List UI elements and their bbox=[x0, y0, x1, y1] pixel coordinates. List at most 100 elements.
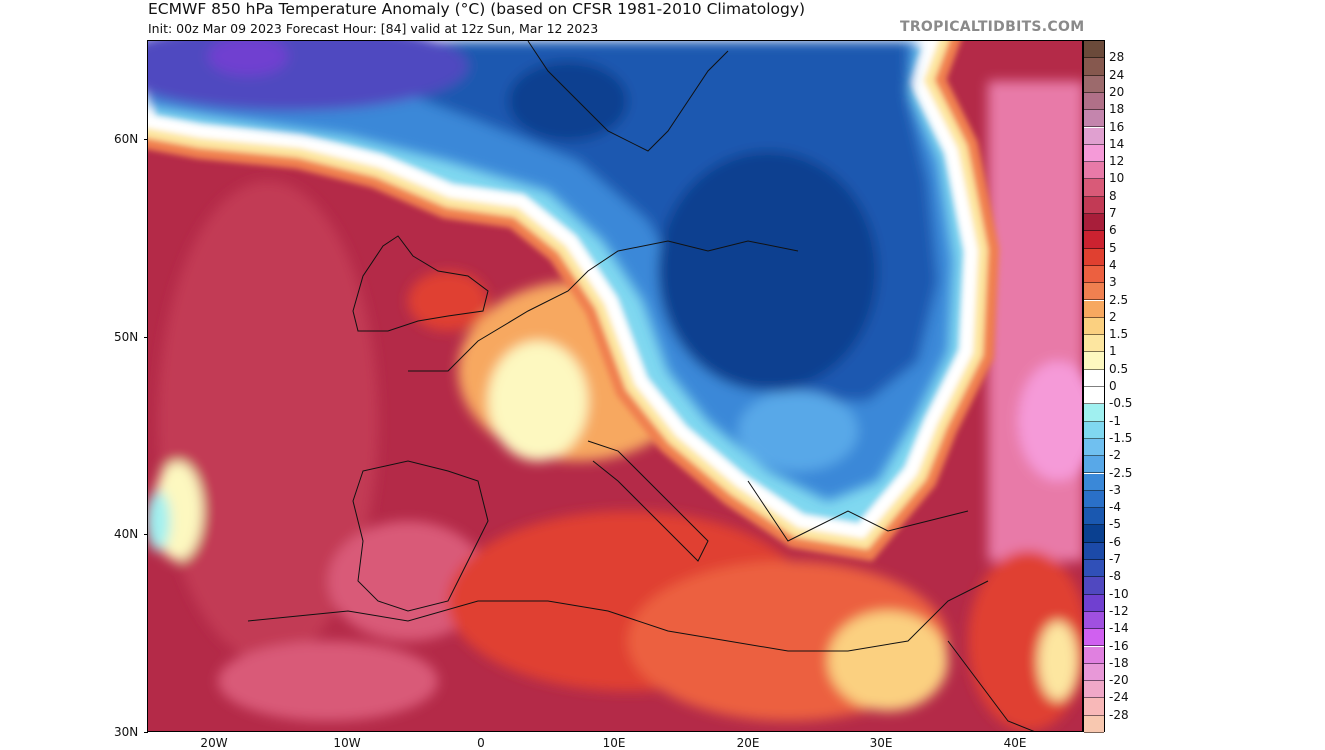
atlantic-warm-area bbox=[158, 181, 378, 661]
colorbar-swatch bbox=[1084, 162, 1104, 180]
colorbar-swatch bbox=[1084, 663, 1104, 682]
colorbar-swatch bbox=[1084, 456, 1104, 474]
temperature-anomaly-map bbox=[147, 40, 1083, 732]
colorbar-swatch bbox=[1084, 542, 1104, 560]
map-subtitle: Init: 00z Mar 09 2023 Forecast Hour: [84… bbox=[148, 21, 599, 36]
colorbar-label: -18 bbox=[1109, 655, 1129, 670]
lon-label-20w: 20W bbox=[200, 736, 228, 750]
colorbar-label: -6 bbox=[1109, 534, 1121, 549]
colorbar-swatch bbox=[1084, 231, 1104, 249]
colorbar-label: -24 bbox=[1109, 690, 1129, 705]
lon-label-20e: 20E bbox=[736, 736, 760, 750]
colorbar-label: -20 bbox=[1109, 673, 1129, 688]
colorbar-swatch bbox=[1084, 300, 1104, 318]
colorbar-swatch bbox=[1084, 577, 1104, 595]
colorbar-label: 8 bbox=[1109, 188, 1117, 203]
colorbar-label: 20 bbox=[1109, 84, 1125, 99]
arabia-mild-area bbox=[1038, 621, 1078, 701]
colorbar-label: -12 bbox=[1109, 603, 1129, 618]
colorbar-swatch bbox=[1084, 715, 1104, 733]
colorbar-swatch bbox=[1084, 438, 1104, 457]
lon-label-30e: 30E bbox=[869, 736, 893, 750]
italy-outline bbox=[587, 440, 709, 562]
colorbar-label: 24 bbox=[1109, 67, 1125, 82]
colorbar-label: 2.5 bbox=[1109, 292, 1129, 307]
map-title: ECMWF 850 hPa Temperature Anomaly (°C) (… bbox=[148, 0, 806, 18]
colorbar-swatch bbox=[1084, 421, 1104, 439]
lat-label-60n: 60N bbox=[114, 132, 149, 146]
colorbar-swatch bbox=[1084, 214, 1104, 232]
colorbar-swatch bbox=[1084, 335, 1104, 353]
colorbar-swatch bbox=[1084, 404, 1104, 422]
colorbar-swatch bbox=[1084, 196, 1104, 214]
colorbar-swatch bbox=[1084, 110, 1104, 128]
lat-label-40n: 40N bbox=[114, 527, 149, 541]
colorbar-label: 12 bbox=[1109, 154, 1125, 169]
britain-warm-area bbox=[408, 271, 488, 331]
colorbar-label: -7 bbox=[1109, 552, 1121, 566]
colorbar-swatch bbox=[1084, 75, 1104, 93]
colorbar-swatch bbox=[1084, 611, 1104, 630]
colorbar-swatch bbox=[1084, 317, 1104, 336]
coastlines bbox=[247, 41, 1035, 731]
west-edge-cool-area bbox=[148, 491, 170, 551]
colorbar-label: 28 bbox=[1109, 50, 1125, 65]
colorbar-label: 1 bbox=[1109, 344, 1117, 359]
colorbar-label: -1.5 bbox=[1109, 430, 1133, 445]
lon-label-40e: 40E bbox=[1003, 736, 1027, 750]
colorbar-swatch bbox=[1084, 248, 1104, 266]
caspian-warm-area bbox=[1018, 361, 1082, 481]
colorbar-swatch bbox=[1084, 594, 1104, 612]
colorbar-swatch bbox=[1084, 681, 1104, 699]
iberia-warm-area bbox=[328, 521, 488, 641]
colorbar-swatch bbox=[1084, 387, 1104, 405]
lon-label-0: 0 bbox=[477, 736, 485, 750]
colorbar-label: -5 bbox=[1109, 517, 1121, 532]
egypt-mild-area bbox=[828, 611, 948, 711]
colorbar-label: 6 bbox=[1109, 223, 1117, 238]
colorbar-swatch bbox=[1084, 58, 1104, 76]
colorbar-label: 16 bbox=[1109, 119, 1125, 134]
colorbar-label: -2 bbox=[1109, 448, 1121, 463]
red-sea-outline bbox=[947, 640, 1035, 731]
colorbar-label: 10 bbox=[1109, 171, 1125, 186]
british-isles-outline bbox=[352, 235, 489, 332]
colorbar-swatch bbox=[1084, 144, 1104, 163]
colorbar-label: -14 bbox=[1109, 621, 1129, 636]
iberia-outline bbox=[352, 460, 489, 612]
lon-label-10e: 10E bbox=[602, 736, 626, 750]
colorbar-swatch bbox=[1084, 629, 1104, 647]
balkans-cool-area bbox=[738, 391, 858, 471]
cold-core-inner bbox=[658, 151, 878, 391]
colorbar-swatch bbox=[1084, 369, 1104, 387]
colorbar-swatch bbox=[1084, 698, 1104, 716]
colorbar-label: 14 bbox=[1109, 136, 1125, 151]
colorbar-label: -2.5 bbox=[1109, 465, 1133, 480]
lat-label-30n: 30N bbox=[114, 725, 149, 739]
anomaly-field bbox=[148, 41, 1082, 731]
iceland-cold-area bbox=[208, 41, 288, 76]
colorbar-label: 1.5 bbox=[1109, 327, 1129, 342]
colorbar-label: -4 bbox=[1109, 500, 1121, 515]
colorbar-label: 3 bbox=[1109, 275, 1117, 290]
colorbar-label: -3 bbox=[1109, 482, 1121, 497]
colorbar-swatch bbox=[1084, 560, 1104, 578]
colorbar-label: -28 bbox=[1109, 707, 1129, 722]
colorbar-label: -10 bbox=[1109, 586, 1129, 601]
colorbar-label: 0.5 bbox=[1109, 361, 1129, 376]
colorbar-swatch bbox=[1084, 490, 1104, 509]
colorbar-swatch bbox=[1084, 352, 1104, 370]
colorbar-label: 4 bbox=[1109, 257, 1117, 272]
colorbar bbox=[1083, 40, 1105, 733]
balkans-coast-outline bbox=[747, 480, 969, 542]
morocco-warm-area bbox=[218, 641, 438, 721]
colorbar-swatch bbox=[1084, 265, 1104, 284]
lon-label-10w: 10W bbox=[333, 736, 361, 750]
colorbar-swatch bbox=[1084, 508, 1104, 526]
north-coast-outline bbox=[408, 240, 799, 372]
scandinavia-outline bbox=[527, 41, 729, 152]
france-neutral-area bbox=[488, 341, 588, 461]
lat-label-50n: 50N bbox=[114, 330, 149, 344]
colorbar-label: 18 bbox=[1109, 102, 1125, 117]
colorbar-swatch bbox=[1084, 92, 1104, 111]
